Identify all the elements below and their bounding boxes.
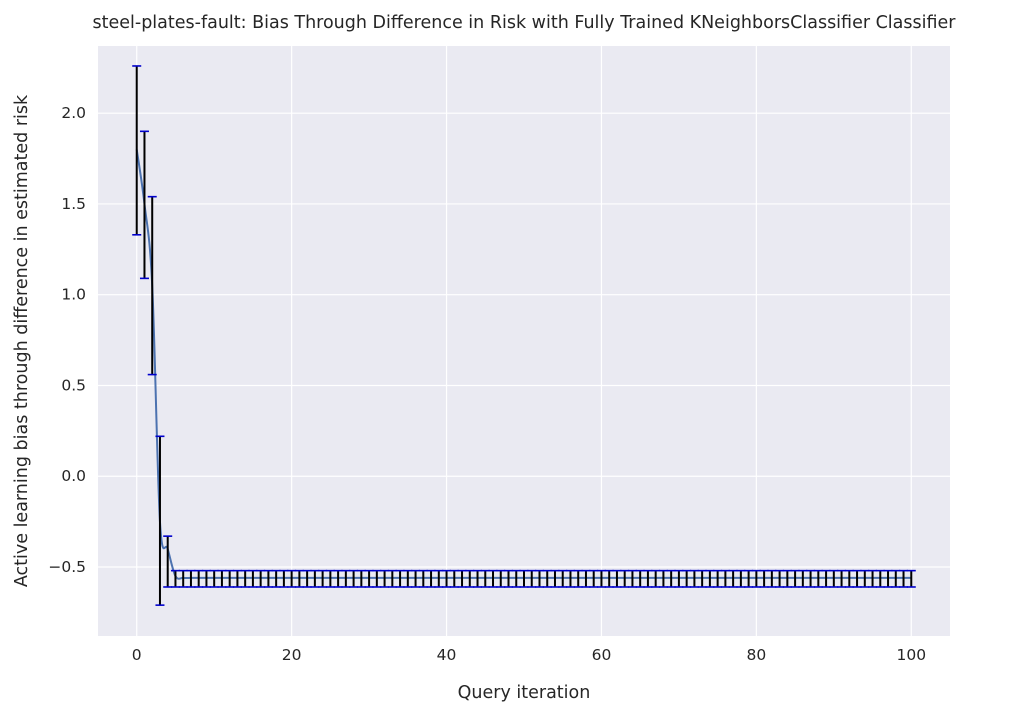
plot-area [98, 46, 950, 636]
series-layer [132, 65, 916, 606]
y-axis-label: Active learning bias through difference … [12, 94, 32, 587]
x-tick-label: 100 [896, 646, 926, 664]
tick-layer: 0 20 40 60 80 100 −0.5 0.0 0.5 1.0 1.5 2.0 [48, 104, 926, 664]
y-tick-label: 1.5 [61, 195, 86, 213]
x-tick-label: 20 [282, 646, 302, 664]
y-tick-label: 2.0 [61, 104, 86, 122]
y-tick-label: 0.0 [61, 467, 86, 485]
chart-title: steel-plates-fault: Bias Through Differe… [93, 13, 957, 33]
x-tick-label: 60 [592, 646, 612, 664]
y-tick-label: 1.0 [61, 286, 86, 304]
grid-layer [98, 46, 950, 636]
x-axis-label: Query iteration [458, 683, 591, 703]
y-tick-label: 0.5 [61, 376, 86, 394]
y-tick-label: −0.5 [48, 558, 86, 576]
x-tick-label: 40 [437, 646, 457, 664]
x-tick-label: 80 [746, 646, 766, 664]
x-tick-label: 0 [132, 646, 142, 664]
